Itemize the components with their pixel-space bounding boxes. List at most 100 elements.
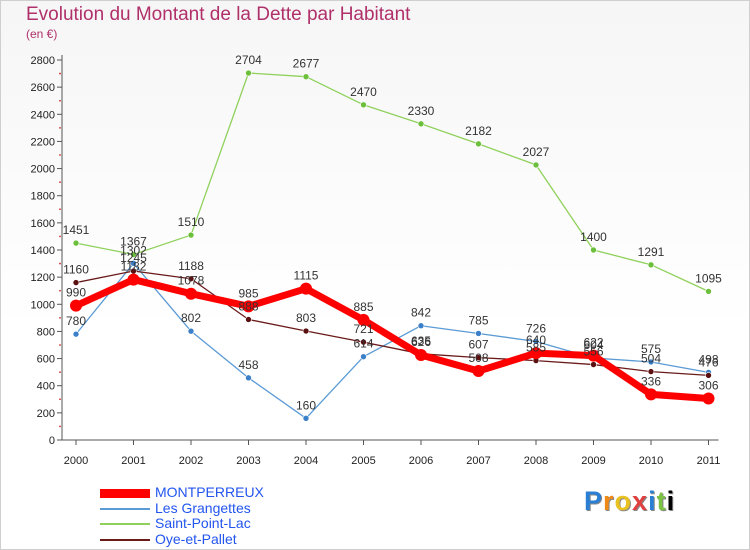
legend-label: Saint-Point-Lac — [155, 515, 251, 531]
y-minor-tick — [59, 289, 61, 292]
data-label: 1510 — [178, 215, 205, 229]
data-point — [532, 338, 540, 345]
logo-letter: i — [648, 486, 657, 516]
data-point — [302, 73, 310, 80]
data-point — [302, 414, 310, 422]
data-point — [590, 361, 597, 368]
data-label: 160 — [296, 398, 316, 412]
data-label: 1367 — [120, 234, 147, 248]
data-label: 2330 — [408, 104, 435, 118]
data-point — [245, 69, 252, 77]
data-point — [417, 120, 425, 128]
y-tick-label: 1200 — [31, 272, 55, 284]
legend-swatch — [100, 507, 150, 510]
data-label: 476 — [698, 355, 718, 369]
data-point — [245, 374, 252, 382]
logo-letter: P — [584, 486, 604, 516]
data-point — [245, 316, 252, 323]
data-label: 1095 — [695, 271, 722, 285]
y-minor-tick — [59, 235, 61, 238]
proxiti-logo: Proxiti — [584, 486, 675, 517]
data-label: 2704 — [235, 53, 262, 67]
data-label: 2182 — [465, 124, 492, 138]
x-tick-label: 2002 — [179, 455, 203, 467]
data-label: 1451 — [63, 223, 90, 237]
data-point — [130, 251, 137, 258]
y-minor-tick — [59, 126, 61, 129]
data-point — [360, 338, 367, 346]
series-montperreux — [70, 273, 715, 405]
data-label: 504 — [641, 352, 661, 366]
data-label: 508 — [468, 351, 488, 365]
data-label: 885 — [353, 300, 373, 314]
logo-letter: r — [603, 486, 615, 516]
data-point — [587, 349, 600, 362]
x-tick-label: 2005 — [351, 455, 375, 467]
y-tick-label: 200 — [37, 408, 55, 420]
y-tick-label: 2000 — [31, 164, 55, 176]
data-label: 780 — [66, 314, 86, 328]
data-point — [300, 282, 312, 295]
data-point — [72, 279, 80, 286]
legend-label: Oye-et-Pallet — [155, 530, 237, 547]
data-point — [702, 392, 715, 405]
data-point — [475, 140, 482, 148]
y-tick-label: 0 — [49, 435, 55, 447]
data-label: 990 — [66, 286, 86, 300]
data-point — [647, 358, 655, 366]
y-tick-label: 1400 — [31, 245, 55, 257]
data-label: 726 — [526, 321, 546, 335]
data-label: 1245 — [120, 251, 147, 265]
data-point — [647, 368, 655, 375]
data-point — [360, 353, 367, 360]
data-label: 1291 — [638, 245, 665, 259]
legend-label: MONTPERREUX — [155, 484, 264, 500]
data-label: 585 — [526, 341, 546, 355]
legend-swatch — [100, 488, 150, 498]
x-tick-label: 2007 — [466, 455, 490, 467]
data-label: 1400 — [580, 230, 607, 244]
y-minor-tick — [59, 425, 61, 428]
y-tick-label: 600 — [37, 354, 55, 366]
data-label: 556 — [583, 345, 603, 359]
logo-letter: x — [632, 486, 649, 516]
data-label: 2470 — [350, 85, 377, 99]
x-tick-label: 2003 — [236, 455, 260, 467]
data-point — [705, 372, 712, 379]
data-point — [302, 327, 310, 335]
y-tick-label: 2600 — [31, 82, 55, 94]
y-tick-label: 2200 — [31, 136, 55, 148]
data-label: 803 — [296, 311, 316, 325]
data-point — [72, 239, 80, 247]
data-label: 1182 — [121, 260, 147, 274]
y-tick-label: 2800 — [31, 55, 55, 67]
y-minor-tick — [59, 262, 61, 265]
data-label: 2677 — [293, 57, 320, 71]
y-tick-label: 800 — [37, 326, 55, 338]
y-tick-label: 1000 — [31, 299, 55, 311]
data-label: 622 — [583, 336, 603, 350]
legend-swatch — [100, 523, 150, 525]
data-labels: 990 1182 1078 985 1115 885 626 508 640 622 336 306 7… — [63, 53, 723, 412]
data-point — [130, 259, 137, 267]
data-label: 888 — [238, 299, 258, 313]
data-label: 614 — [353, 337, 373, 351]
data-point — [185, 287, 197, 300]
series-line-montperreux — [74, 276, 709, 402]
data-label: 635 — [411, 334, 431, 348]
data-point — [187, 231, 195, 239]
data-point — [127, 273, 140, 286]
x-tick-label: 2000 — [64, 455, 88, 467]
data-point — [360, 101, 367, 109]
data-point — [647, 261, 655, 269]
series-line-saint-point-lac — [75, 72, 709, 292]
data-point — [590, 246, 597, 254]
logo-letter: t — [656, 486, 667, 516]
x-tick-label: 2008 — [524, 455, 548, 467]
y-minor-tick — [59, 316, 61, 319]
data-point — [472, 365, 485, 378]
legend-label: Les Grangettes — [155, 499, 251, 516]
x-tick-label: 2010 — [639, 455, 663, 467]
